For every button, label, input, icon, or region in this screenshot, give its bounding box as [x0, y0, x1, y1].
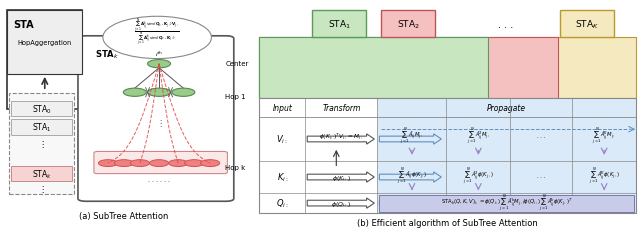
- Bar: [312, 11, 366, 38]
- Text: STA$_k$: STA$_k$: [31, 168, 52, 180]
- Bar: [9, 94, 74, 194]
- Circle shape: [124, 89, 147, 97]
- Text: $\phi(K_{i:})^TV_{i:} = M_{i:}$: $\phi(K_{i:})^TV_{i:} = M_{i:}$: [319, 131, 364, 141]
- Bar: [380, 195, 634, 212]
- FancyBboxPatch shape: [78, 37, 234, 201]
- Text: HopAggergation: HopAggergation: [18, 40, 72, 46]
- Text: STA$_1$: STA$_1$: [328, 18, 351, 31]
- Bar: [381, 11, 435, 38]
- Bar: [7, 11, 83, 110]
- Text: $\sum_{j=1}^{N}\hat{A}_{ij}M_{j:}$: $\sum_{j=1}^{N}\hat{A}_{ij}M_{j:}$: [401, 126, 424, 146]
- Text: $\phi(Q_{i:})$: $\phi(Q_{i:})$: [332, 199, 351, 208]
- Text: $\sum_{j=1}^{N}\hat{A}_{ij}^{K}M_{j:}$: $\sum_{j=1}^{N}\hat{A}_{ij}^{K}M_{j:}$: [593, 126, 616, 146]
- Circle shape: [172, 89, 195, 97]
- Text: $\sum_{j=1}^{N}\hat{A}_{ij}^{2}M_{j:}$: $\sum_{j=1}^{N}\hat{A}_{ij}^{2}M_{j:}$: [467, 126, 490, 146]
- Text: . . . . . .: . . . . . .: [148, 177, 170, 182]
- Text: STA$_K$: STA$_K$: [575, 18, 599, 31]
- Circle shape: [99, 160, 118, 167]
- Bar: [11, 166, 72, 182]
- Text: (b) Efficient algorithm of SubTree Attention: (b) Efficient algorithm of SubTree Atten…: [357, 218, 538, 227]
- Bar: [259, 38, 636, 98]
- Text: Input: Input: [273, 103, 292, 112]
- Circle shape: [148, 89, 171, 97]
- Bar: [11, 120, 72, 135]
- Text: STA$_2$: STA$_2$: [397, 18, 420, 31]
- Text: . . .: . . .: [537, 174, 545, 179]
- Text: $\frac{\sum_{j=1}^{N}\hat{\mathbf{A}}_{ij}^{k}\,\mathrm{sim}(\mathbf{Q}_{i:},\ma: $\frac{\sum_{j=1}^{N}\hat{\mathbf{A}}_{i…: [134, 17, 180, 49]
- Bar: [259, 38, 488, 98]
- Text: Center: Center: [225, 60, 249, 66]
- Text: $Q_{i:}$: $Q_{i:}$: [276, 197, 289, 210]
- Text: $\vdots$: $\vdots$: [156, 118, 163, 129]
- Text: $\vdots$: $\vdots$: [38, 138, 45, 149]
- Text: $V_{i:}$: $V_{i:}$: [276, 133, 288, 146]
- Text: . . .: . . .: [497, 20, 513, 30]
- Text: $\sum_{j=1}^{N}\hat{A}_{ij}^{K}\phi(K_{j:})$: $\sum_{j=1}^{N}\hat{A}_{ij}^{K}\phi(K_{j…: [589, 166, 620, 186]
- Text: $\vdots$: $\vdots$: [38, 183, 45, 194]
- Circle shape: [115, 160, 134, 167]
- Text: Transform: Transform: [322, 103, 360, 112]
- Text: $\phi(K_{i:})$: $\phi(K_{i:})$: [332, 173, 351, 182]
- Text: STA$_1$: STA$_1$: [32, 121, 51, 134]
- Text: $K_{i:}$: $K_{i:}$: [276, 171, 288, 183]
- Text: $i^{\mathrm{th}}$: $i^{\mathrm{th}}$: [155, 50, 163, 59]
- FancyBboxPatch shape: [94, 152, 227, 174]
- Bar: [259, 98, 636, 213]
- Text: Hop 1: Hop 1: [225, 93, 246, 99]
- Text: $\sum_{j=1}^{N}\hat{A}_{ij}^{2}\phi(K_{j:})$: $\sum_{j=1}^{N}\hat{A}_{ij}^{2}\phi(K_{j…: [463, 166, 494, 186]
- Bar: [259, 98, 378, 117]
- Circle shape: [131, 160, 150, 167]
- Text: (a) SubTree Attention: (a) SubTree Attention: [79, 211, 168, 220]
- Text: $\sum_{j=1}^{N}\hat{A}_{ij}\phi(K_{j:})$: $\sum_{j=1}^{N}\hat{A}_{ij}\phi(K_{j:})$: [397, 166, 428, 186]
- Ellipse shape: [103, 17, 211, 59]
- Text: STA$_k$: STA$_k$: [95, 49, 118, 61]
- Bar: [11, 101, 72, 117]
- Bar: [378, 98, 636, 117]
- Text: Hop k: Hop k: [225, 164, 246, 170]
- Text: STA$_0$: STA$_0$: [31, 103, 52, 115]
- Text: Propagate: Propagate: [487, 103, 526, 112]
- Circle shape: [150, 160, 169, 167]
- Bar: [259, 38, 558, 98]
- Text: . . .: . . .: [537, 134, 545, 139]
- Circle shape: [169, 160, 188, 167]
- Circle shape: [148, 60, 171, 68]
- Text: $\mathrm{STA}_k(Q,K,V)_{i:} = \phi(Q_{i:})\sum_{j=1}^{N}\hat{A}_{ij}^{k}M_{j:}/\: $\mathrm{STA}_k(Q,K,V)_{i:} = \phi(Q_{i:…: [441, 193, 573, 213]
- Circle shape: [184, 160, 204, 167]
- Bar: [378, 98, 636, 213]
- Bar: [7, 11, 83, 75]
- Circle shape: [200, 160, 220, 167]
- Text: STA: STA: [13, 20, 34, 30]
- Bar: [560, 11, 614, 38]
